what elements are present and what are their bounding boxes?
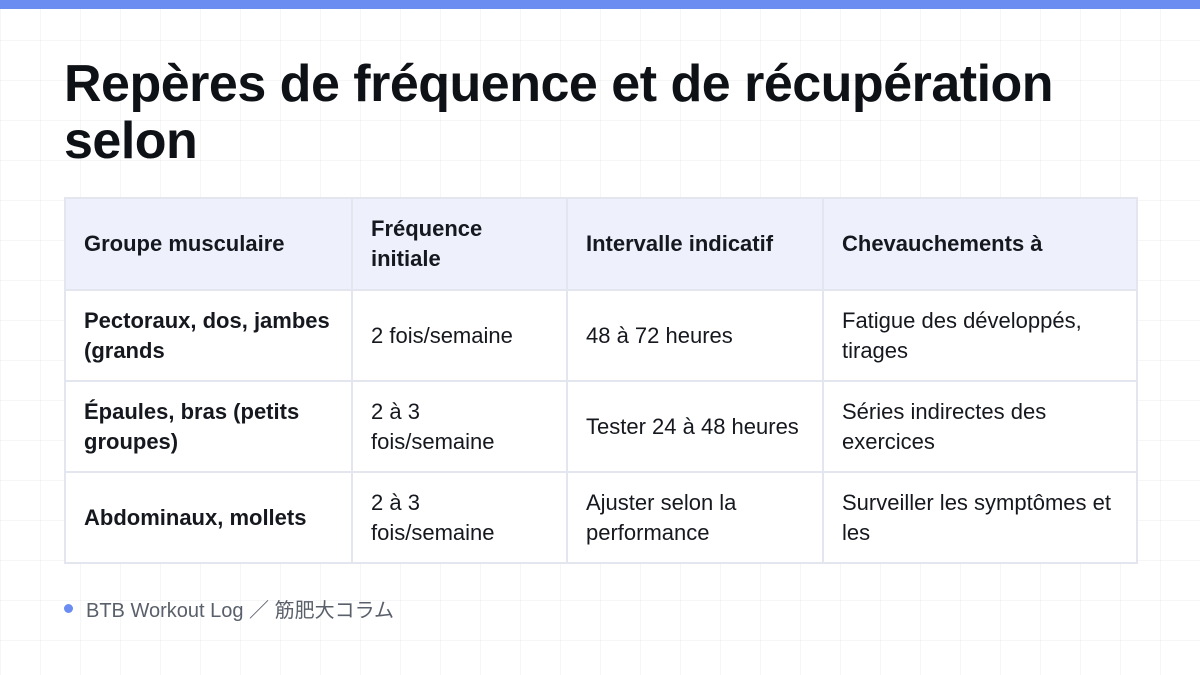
table-row: Pectoraux, dos, jambes (grands 2 fois/se…: [64, 289, 1138, 382]
table-cell-interval: Ajuster selon la performance: [566, 471, 824, 564]
page-title: Repères de fréquence et de récupération …: [64, 55, 1054, 170]
table-cell-overlaps: Surveiller les symptômes et les: [822, 471, 1138, 564]
column-header-initial-frequency: Fréquence initiale: [351, 197, 568, 291]
footer-source-text: BTB Workout Log ／ 筋肥大コラム: [86, 600, 394, 622]
table-cell-interval: 48 à 72 heures: [566, 289, 824, 382]
table-cell-overlaps: Séries indirectes des exercices: [822, 380, 1138, 473]
table-cell-interval: Tester 24 à 48 heures: [566, 380, 824, 473]
bullet-dot-icon: [64, 604, 73, 613]
column-header-overlaps: Chevauchements à: [822, 197, 1138, 291]
table-cell-overlaps: Fatigue des développés, tirages: [822, 289, 1138, 382]
column-header-muscle-group: Groupe musculaire: [64, 197, 353, 291]
recovery-table: Groupe musculaire Fréquence initiale Int…: [64, 197, 1138, 564]
table-cell-muscle-group: Pectoraux, dos, jambes (grands: [64, 289, 353, 382]
top-accent-bar: [0, 0, 1200, 9]
footer: BTB Workout Log ／ 筋肥大コラム: [64, 594, 394, 623]
table-cell-frequency: 2 fois/semaine: [351, 289, 568, 382]
table-row: Épaules, bras (petits groupes) 2 à 3 foi…: [64, 380, 1138, 473]
table-cell-frequency: 2 à 3 fois/semaine: [351, 380, 568, 473]
table-cell-frequency: 2 à 3 fois/semaine: [351, 471, 568, 564]
table-cell-muscle-group: Abdominaux, mollets: [64, 471, 353, 564]
column-header-interval: Intervalle indicatif: [566, 197, 824, 291]
table-header-row: Groupe musculaire Fréquence initiale Int…: [64, 197, 1138, 291]
table-row: Abdominaux, mollets 2 à 3 fois/semaine A…: [64, 471, 1138, 564]
table-cell-muscle-group: Épaules, bras (petits groupes): [64, 380, 353, 473]
recovery-table-container: Groupe musculaire Fréquence initiale Int…: [64, 197, 1138, 564]
